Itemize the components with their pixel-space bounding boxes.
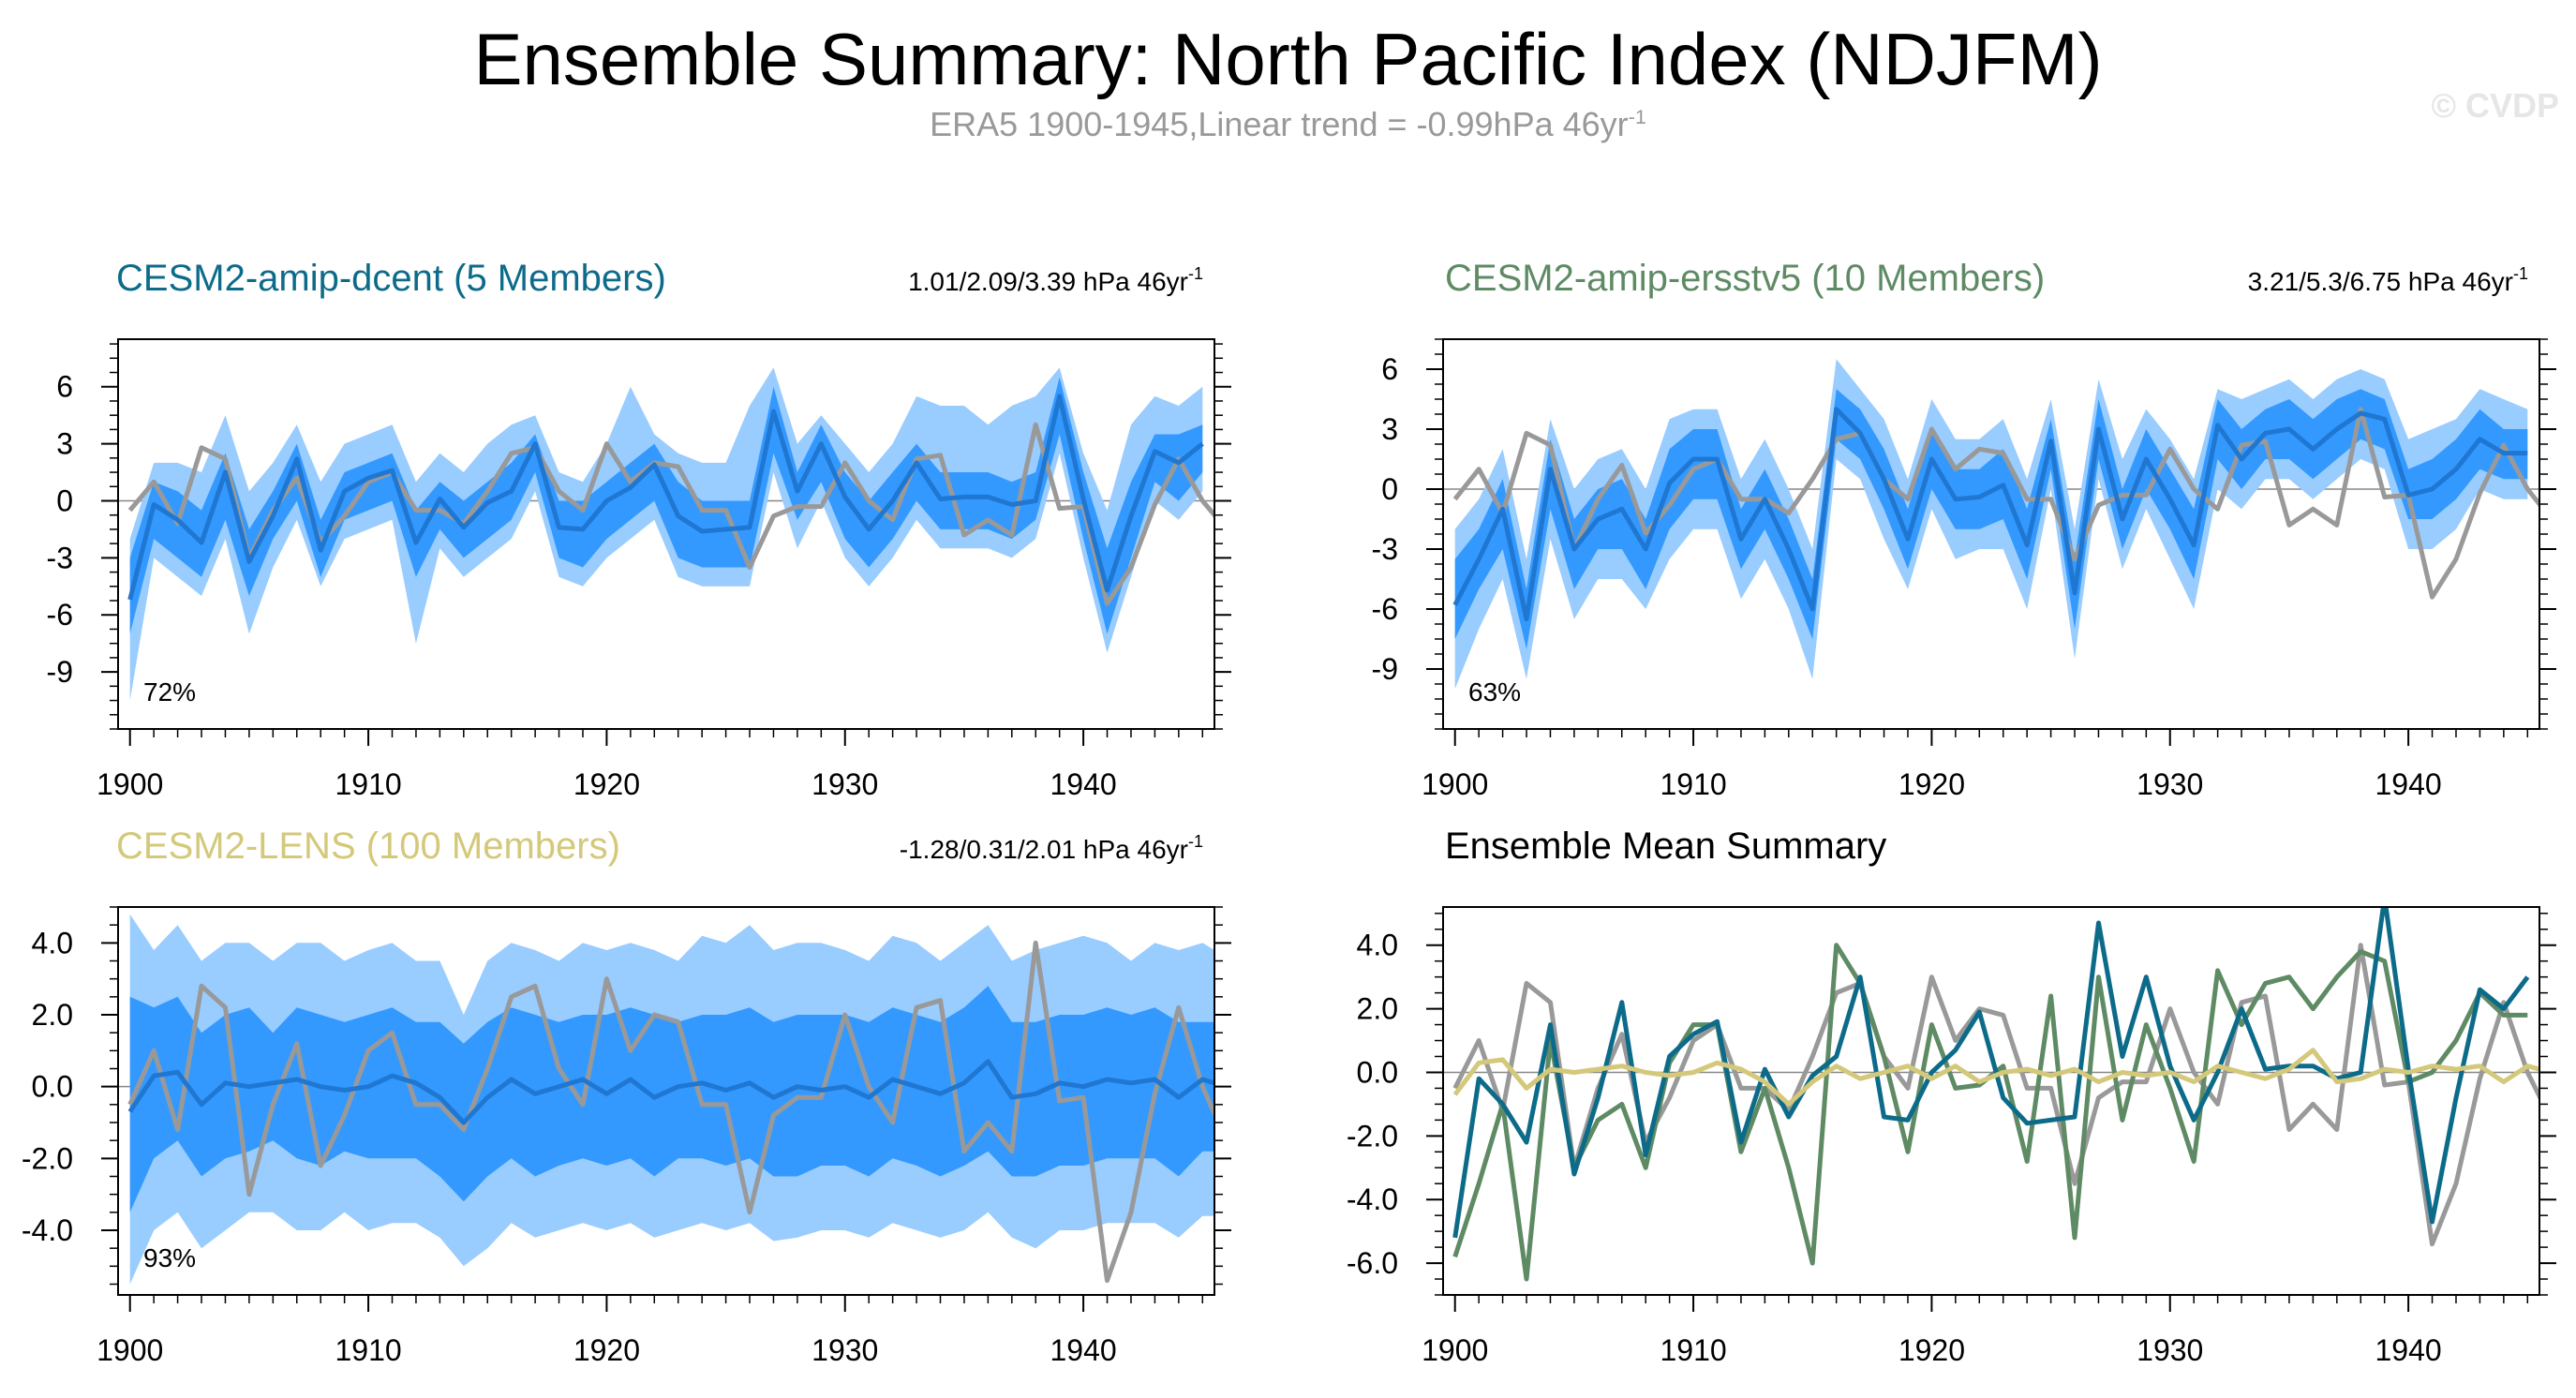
series-line-cesm2-amip-dcent — [1452, 907, 2530, 1239]
y-tick-label: 3 — [56, 427, 73, 461]
ensemble-mean-line — [127, 1059, 1214, 1125]
y-tick-label: 3 — [1381, 412, 1398, 446]
panel-cesm2-amip-dcent: 6 3 0 -3 -6 -9 1900 1910 1920 1930 1940 CESM2-amip-… — [47, 258, 1231, 801]
trend-label: -1.28/0.31/2.01 hPa 46yr-1 — [900, 832, 1203, 864]
y-tick-label: -6.0 — [1347, 1246, 1398, 1280]
ensemble-spread-outer — [129, 367, 1203, 701]
x-tick-label: 1910 — [335, 767, 401, 801]
obs-line — [127, 940, 1214, 1284]
y-tick-label: -6 — [47, 598, 73, 632]
y-tick-label: -2.0 — [1347, 1119, 1398, 1153]
y-tick-label: 6 — [56, 370, 73, 404]
y-tick-label: 2.0 — [32, 998, 73, 1032]
percent-label: 72% — [143, 677, 196, 706]
x-tick-label: 1920 — [1898, 1333, 1965, 1367]
x-tick-label: 1900 — [97, 767, 163, 801]
x-tick-label: 1920 — [1898, 767, 1965, 801]
panel-cesm2-amip-ersstv5: 6 3 0 -3 -6 -9 1900 1910 1920 1930 1940 CESM2-amip-… — [1372, 258, 2556, 801]
x-tick-label: 1910 — [1660, 1333, 1726, 1367]
y-tick-label: 0.0 — [1357, 1055, 1398, 1089]
y-tick-label: 0 — [1381, 472, 1398, 506]
credit-label: © CVDP — [2431, 86, 2559, 125]
percent-label: 63% — [1468, 677, 1521, 706]
y-tick-label: -4.0 — [1347, 1182, 1398, 1216]
x-tick-label: 1910 — [335, 1333, 401, 1367]
y-tick-label: 6 — [1381, 352, 1398, 386]
x-tick-label: 1940 — [2375, 1333, 2442, 1367]
y-tick-label: 0 — [56, 483, 73, 517]
x-tick-label: 1940 — [2375, 767, 2442, 801]
series-line-cesm2-lens — [1452, 1048, 2539, 1107]
y-tick-label: 4.0 — [32, 926, 73, 959]
subtitle-text: ERA5 1900-1945,Linear trend = -0.99hPa 4… — [930, 105, 1629, 143]
y-tick-label: -6 — [1372, 592, 1398, 626]
x-tick-label: 1930 — [812, 767, 878, 801]
ensemble-spread-inner — [1454, 389, 2528, 649]
y-tick-label: -9 — [47, 655, 73, 689]
x-tick-label: 1930 — [2137, 767, 2203, 801]
plot-area — [118, 914, 1214, 1285]
panel-ensemble-mean-summary: 4.0 2.0 0.0 -2.0 -4.0 -6.0 1900 1910 1920 1930 194… — [1347, 825, 2556, 1367]
figure-title: Ensemble Summary: North Pacific Index (N… — [473, 18, 2103, 100]
plot-area — [1443, 359, 2539, 690]
x-tick-label: 1930 — [2137, 1333, 2203, 1367]
y-tick-label: -2.0 — [22, 1141, 73, 1175]
plot-frame — [117, 338, 1215, 730]
x-tick-label: 1900 — [1422, 1333, 1488, 1367]
plot-frame — [117, 906, 1215, 1296]
y-tick-label: -3 — [47, 541, 73, 574]
plot-frame — [1442, 906, 2540, 1296]
y-tick-label: 0.0 — [32, 1070, 73, 1104]
y-tick-label: -4.0 — [22, 1213, 73, 1247]
x-tick-label: 1900 — [1422, 767, 1488, 801]
y-tick-label: -9 — [1372, 652, 1398, 686]
trend-label: 3.21/5.3/6.75 hPa 46yr-1 — [2248, 264, 2528, 296]
y-tick-label: -3 — [1372, 532, 1398, 566]
obs-line — [1452, 407, 2539, 600]
y-tick-label: 4.0 — [1357, 929, 1398, 962]
x-tick-label: 1900 — [97, 1333, 163, 1367]
subtitle-exponent: -1 — [1628, 105, 1646, 128]
panel-title: CESM2-LENS (100 Members) — [116, 825, 620, 867]
trend-label: 1.01/2.09/3.39 hPa 46yr-1 — [908, 264, 1203, 296]
ensemble-mean-line — [1452, 407, 2528, 622]
ensemble-spread-inner — [129, 377, 1203, 634]
plot-area — [118, 367, 1214, 701]
percent-label: 93% — [143, 1243, 196, 1272]
series-line-cesm2-amip-ersstv5 — [1452, 943, 2528, 1282]
figure-subtitle: ERA5 1900-1945,Linear trend = -0.99hPa 4… — [0, 105, 2576, 144]
x-tick-label: 1910 — [1660, 767, 1726, 801]
panel-cesm2-lens: 4.0 2.0 0.0 -2.0 -4.0 1900 1910 1920 1930 1940 CES… — [22, 825, 1231, 1367]
panel-title: CESM2-amip-ersstv5 (10 Members) — [1445, 258, 2045, 299]
x-tick-label: 1920 — [573, 1333, 640, 1367]
x-tick-label: 1930 — [812, 1333, 878, 1367]
y-tick-label: 2.0 — [1357, 992, 1398, 1026]
x-tick-label: 1940 — [1050, 1333, 1117, 1367]
plot-area — [1443, 907, 2539, 1282]
ensemble-spread-inner — [129, 986, 1214, 1212]
x-tick-label: 1940 — [1050, 767, 1117, 801]
panel-title: Ensemble Mean Summary — [1445, 825, 1886, 867]
x-tick-label: 1920 — [573, 767, 640, 801]
ensemble-mean-line — [127, 394, 1204, 601]
panel-title: CESM2-amip-dcent (5 Members) — [116, 258, 666, 299]
